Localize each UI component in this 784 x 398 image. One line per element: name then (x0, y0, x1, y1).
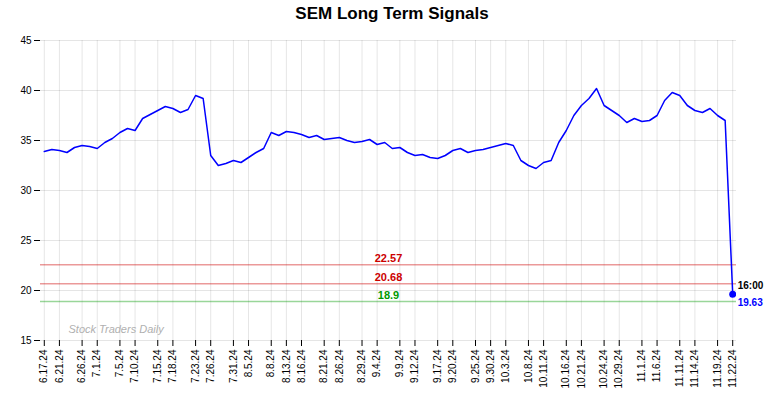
svg-text:7.1.24: 7.1.24 (91, 349, 102, 377)
svg-text:8.26.24: 8.26.24 (334, 349, 345, 383)
svg-text:7.23.24: 7.23.24 (190, 349, 201, 383)
svg-text:10.29.24: 10.29.24 (613, 349, 624, 388)
svg-text:11.19.24: 11.19.24 (712, 349, 723, 388)
svg-text:10.11.24: 10.11.24 (538, 349, 549, 388)
svg-text:15: 15 (20, 335, 32, 346)
html-text:SEM Long Term Signals: SEM Long Term Signals (295, 4, 489, 23)
svg-text:30: 30 (20, 185, 32, 196)
svg-text:8.21.24: 8.21.24 (318, 349, 329, 383)
svg-text:10.3.24: 10.3.24 (500, 349, 511, 383)
svg-text:22.57: 22.57 (375, 252, 403, 264)
svg-text:7.31.24: 7.31.24 (228, 349, 239, 383)
svg-text:8.29.24: 8.29.24 (356, 349, 367, 383)
svg-text:8.5.24: 8.5.24 (243, 349, 254, 377)
svg-text:6.26.24: 6.26.24 (76, 349, 87, 383)
svg-text:7.18.24: 7.18.24 (167, 349, 178, 383)
svg-text:11.6.24: 11.6.24 (651, 349, 662, 382)
svg-text:40: 40 (20, 85, 32, 96)
svg-text:10.24.24: 10.24.24 (598, 349, 609, 388)
svg-text:35: 35 (20, 135, 32, 146)
svg-text:10.8.24: 10.8.24 (523, 349, 534, 383)
svg-text:9.4.24: 9.4.24 (371, 349, 382, 377)
svg-text:11.22.24: 11.22.24 (727, 349, 738, 388)
svg-text:Stock Traders Daily: Stock Traders Daily (69, 323, 166, 335)
svg-text:20: 20 (20, 285, 32, 296)
svg-text:19.63: 19.63 (738, 297, 763, 308)
svg-text:45: 45 (20, 35, 32, 46)
svg-text:8.13.24: 8.13.24 (281, 349, 292, 383)
svg-text:9.12.24: 9.12.24 (409, 349, 420, 383)
svg-text:8.16.24: 8.16.24 (296, 349, 307, 383)
svg-text:7.5.24: 7.5.24 (114, 349, 125, 377)
svg-text:18.9: 18.9 (378, 289, 399, 301)
svg-text:9.17.24: 9.17.24 (432, 349, 443, 383)
svg-text:10.16.24: 10.16.24 (560, 349, 571, 388)
svg-text:11.1.24: 11.1.24 (636, 349, 647, 382)
svg-text:7.10.24: 7.10.24 (129, 349, 140, 383)
svg-text:6.17.24: 6.17.24 (38, 349, 49, 383)
svg-text:16:00: 16:00 (738, 280, 764, 291)
svg-text:7.26.24: 7.26.24 (205, 349, 216, 383)
svg-text:9.25.24: 9.25.24 (470, 349, 481, 383)
svg-text:9.20.24: 9.20.24 (447, 349, 458, 383)
svg-text:10.21.24: 10.21.24 (576, 349, 587, 388)
svg-text:9.30.24: 9.30.24 (485, 349, 496, 383)
svg-text:11.14.24: 11.14.24 (689, 349, 700, 388)
svg-text:9.9.24: 9.9.24 (394, 349, 405, 377)
svg-text:6.21.24: 6.21.24 (54, 349, 65, 383)
svg-text:8.8.24: 8.8.24 (265, 349, 276, 377)
svg-text:20.68: 20.68 (375, 271, 403, 283)
svg-text:11.11.24: 11.11.24 (674, 349, 685, 387)
svg-text:7.15.24: 7.15.24 (152, 349, 163, 383)
svg-text:25: 25 (20, 235, 32, 246)
